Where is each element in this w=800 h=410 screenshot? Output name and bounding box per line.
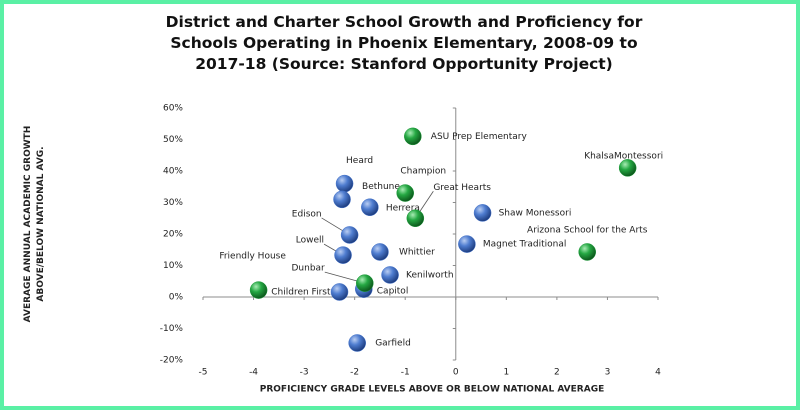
point-label: Arizona School for the Arts bbox=[527, 225, 648, 235]
x-tick-label: 4 bbox=[655, 368, 661, 378]
point-label: Edison bbox=[292, 209, 322, 219]
point-label: Lowell bbox=[296, 236, 324, 246]
point-label: Kenilworth bbox=[406, 270, 454, 280]
y-tick-label: -10% bbox=[160, 324, 184, 334]
point-label: Whittier bbox=[399, 247, 435, 257]
x-tick-label: 0 bbox=[453, 368, 459, 378]
point-label: Children First bbox=[271, 287, 331, 297]
y-tick-label: 0% bbox=[169, 293, 184, 303]
point bbox=[348, 334, 366, 352]
y-tick-label: 60% bbox=[163, 104, 183, 114]
x-tick-label: 3 bbox=[605, 368, 611, 378]
y-tick-label: 40% bbox=[163, 167, 183, 177]
point-label: Magnet Traditional bbox=[483, 240, 566, 250]
point-label: Great Hearts bbox=[433, 183, 491, 193]
point bbox=[473, 204, 492, 222]
point-label: Herrera bbox=[386, 204, 420, 214]
point bbox=[371, 243, 389, 261]
point bbox=[618, 159, 637, 177]
point-label: Garfield bbox=[375, 338, 411, 348]
point-label: ASU Prep Elementary bbox=[431, 132, 528, 142]
x-tick-label: -5 bbox=[199, 368, 208, 378]
x-tick-label: -1 bbox=[401, 368, 410, 378]
x-tick-label: 1 bbox=[503, 368, 509, 378]
point bbox=[334, 246, 352, 264]
point-label: KhalsaMontessori bbox=[584, 151, 663, 161]
point bbox=[406, 209, 425, 227]
point bbox=[578, 243, 596, 261]
point-label: Bethune bbox=[362, 182, 400, 192]
x-tick-label: 2 bbox=[554, 368, 560, 378]
point bbox=[361, 198, 379, 216]
point bbox=[249, 281, 268, 299]
point bbox=[330, 283, 349, 301]
point bbox=[458, 235, 476, 253]
point-label: Dunbar bbox=[291, 264, 325, 274]
point-label: Shaw Monessori bbox=[499, 208, 572, 218]
y-tick-label: -20% bbox=[160, 356, 184, 366]
y-tick-label: 30% bbox=[163, 198, 183, 208]
point bbox=[356, 274, 374, 292]
y-tick-label: 50% bbox=[163, 135, 183, 145]
point-label: Heard bbox=[346, 156, 373, 166]
point bbox=[404, 127, 422, 146]
x-tick-label: -3 bbox=[300, 368, 309, 378]
x-tick-label: -2 bbox=[350, 368, 359, 378]
point bbox=[335, 174, 354, 193]
point-label: Capitol bbox=[377, 287, 409, 297]
y-tick-label: 20% bbox=[163, 230, 183, 240]
y-tick-label: 10% bbox=[163, 261, 183, 271]
point-label: Champion bbox=[400, 167, 446, 177]
x-tick-label: -4 bbox=[249, 368, 258, 378]
point bbox=[396, 184, 414, 202]
point bbox=[333, 190, 351, 209]
chart-title: District and Charter School Growth and P… bbox=[165, 13, 643, 73]
point-label: Friendly House bbox=[219, 252, 286, 262]
x-axis-label: PROFICIENCY GRADE LEVELS ABOVE OR BELOW … bbox=[260, 385, 604, 395]
point bbox=[340, 226, 359, 244]
point bbox=[381, 266, 399, 284]
chart: PROFICIENCY GRADE LEVELS ABOVE OR BELOW … bbox=[160, 104, 663, 395]
